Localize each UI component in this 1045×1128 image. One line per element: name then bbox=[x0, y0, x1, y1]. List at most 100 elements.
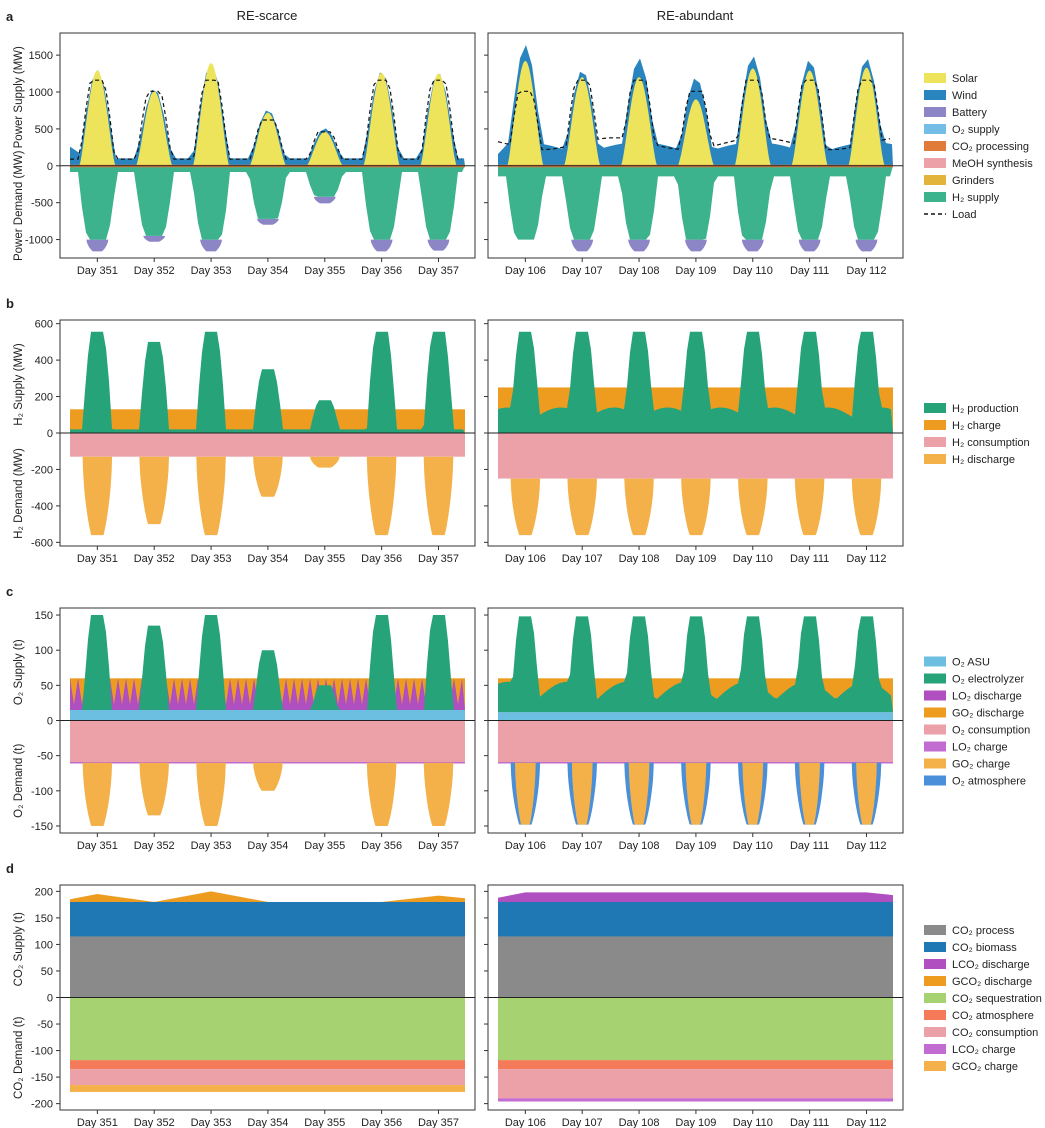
y-tick-label: 100 bbox=[35, 939, 53, 951]
legend-label: Wind bbox=[952, 90, 977, 102]
y-tick-label: -50 bbox=[37, 1019, 53, 1031]
h2-consumption-area bbox=[70, 433, 465, 457]
go2-charge-area bbox=[139, 762, 169, 816]
y-axis-label-demand: CO₂ Demand (t) bbox=[13, 1016, 25, 1099]
x-tick-label: Day 352 bbox=[134, 553, 175, 565]
y-tick-label: -600 bbox=[31, 537, 53, 549]
legend-label: GO₂ charge bbox=[952, 759, 1010, 771]
h2-discharge-area bbox=[253, 456, 283, 497]
x-tick-label: Day 351 bbox=[77, 553, 118, 565]
legend-label: Load bbox=[952, 209, 976, 221]
go2-charge-area bbox=[82, 762, 113, 826]
panel-letter: c bbox=[6, 584, 13, 599]
x-tick-label: Day 111 bbox=[790, 553, 829, 565]
gco2-discharge-area bbox=[70, 891, 465, 902]
battery-demand-area bbox=[628, 239, 650, 252]
x-tick-label: Day 108 bbox=[619, 553, 660, 565]
legend-swatch bbox=[924, 1027, 946, 1037]
panel-c-re-abundant: Day 106 Day 107 Day 108 Day 109 Day 110 Day 1… bbox=[484, 607, 904, 852]
panel-a-re-scarce: -1000 -500 0 500 1000 1500 Day 351 Day 352 Day 3… bbox=[25, 32, 476, 277]
go2-charge-area bbox=[685, 762, 707, 825]
y-tick-label: 1000 bbox=[29, 87, 53, 99]
legend-label: Battery bbox=[952, 107, 987, 119]
x-tick-label: Day 110 bbox=[733, 1117, 773, 1128]
legend-swatch bbox=[924, 976, 946, 986]
panel-a-re-abundant: Day 106 Day 107 Day 108 Day 109 Day 110 Day 1… bbox=[484, 32, 904, 277]
x-tick-label: Day 109 bbox=[675, 840, 716, 852]
go2-charge-area bbox=[856, 762, 877, 825]
load-line bbox=[497, 79, 891, 151]
co2-consumption-area bbox=[498, 1069, 893, 1099]
panel-c-re-scarce: -150 -100 -50 0 50 100 150 Day 351 Day 352 Day 35… bbox=[31, 607, 476, 852]
battery-demand-area bbox=[257, 218, 279, 225]
y-tick-label: 400 bbox=[35, 355, 53, 367]
legend-label: GCO₂ charge bbox=[952, 1061, 1018, 1073]
y-tick-label: 100 bbox=[35, 645, 53, 657]
y-tick-label: -200 bbox=[31, 1099, 53, 1111]
go2-charge-area bbox=[742, 762, 764, 825]
o2-asu-area bbox=[498, 712, 893, 721]
y-axis-label-supply: Power Supply (MW) bbox=[13, 46, 25, 148]
h2-discharge-area bbox=[794, 478, 825, 536]
legend-label: O₂ electrolyzer bbox=[952, 674, 1024, 686]
x-tick-label: Day 354 bbox=[247, 1117, 288, 1128]
h2-supply-area bbox=[70, 165, 465, 240]
x-tick-label: Day 110 bbox=[733, 840, 773, 852]
legend-swatch bbox=[924, 158, 946, 168]
y-axis-label-supply: CO₂ Supply (t) bbox=[13, 912, 25, 986]
y-axis-label-demand: O₂ Demand (t) bbox=[13, 744, 25, 818]
x-tick-label: Day 356 bbox=[361, 840, 402, 852]
co2-biomass-area bbox=[498, 901, 893, 937]
legend-label: LO₂ charge bbox=[952, 742, 1008, 754]
co2-atmosphere-area bbox=[70, 1060, 465, 1070]
panel-d-decor: CO₂ Supply (t) CO₂ Demand (t) d bbox=[6, 861, 25, 1099]
solar-area bbox=[420, 73, 457, 166]
battery-demand-area bbox=[313, 196, 336, 204]
x-tick-label: Day 110 bbox=[733, 553, 773, 565]
co2-consumption-area bbox=[70, 1069, 465, 1086]
x-tick-label: Day 355 bbox=[304, 840, 345, 852]
battery-demand-area bbox=[741, 239, 764, 252]
legend-label: LCO₂ discharge bbox=[952, 959, 1030, 971]
solar-area bbox=[734, 68, 771, 166]
co2-sequestration-area bbox=[498, 997, 893, 1061]
solar-area bbox=[848, 67, 885, 166]
h2-discharge-area bbox=[196, 456, 226, 536]
x-tick-label: Day 352 bbox=[134, 1117, 175, 1128]
gco2-charge-area bbox=[70, 1085, 465, 1092]
legend-label: H₂ consumption bbox=[952, 437, 1030, 449]
battery-demand-area bbox=[427, 239, 450, 251]
legend-swatch bbox=[924, 925, 946, 935]
y-tick-label: -50 bbox=[37, 751, 53, 763]
battery-demand-area bbox=[855, 239, 878, 252]
co2-atmosphere-area bbox=[498, 1060, 893, 1070]
legend-swatch bbox=[924, 942, 946, 952]
x-tick-label: Day 351 bbox=[77, 265, 118, 277]
x-tick-label: Day 111 bbox=[790, 1117, 829, 1128]
legend-label: CO₂ processing bbox=[952, 141, 1029, 153]
y-tick-label: -150 bbox=[31, 821, 53, 833]
x-tick-label: Day 107 bbox=[562, 840, 603, 852]
h2-production-area bbox=[70, 331, 465, 433]
x-tick-label: Day 112 bbox=[846, 1117, 886, 1128]
y-tick-label: 50 bbox=[41, 966, 53, 978]
legend-panel-a: Solar Wind Battery O₂ supply CO₂ processing M… bbox=[924, 73, 1033, 221]
legend-swatch bbox=[924, 73, 946, 83]
panel-b-re-scarce: -600 -400 -200 0 200 400 600 Day 351 Day 352 Day … bbox=[31, 319, 476, 565]
x-tick-label: Day 353 bbox=[191, 553, 232, 565]
co2-sequestration-area bbox=[70, 997, 465, 1061]
h2-discharge-area bbox=[82, 456, 113, 536]
legend-label: GCO₂ discharge bbox=[952, 976, 1032, 988]
y-tick-label: 150 bbox=[35, 610, 53, 622]
y-tick-label: 0 bbox=[47, 993, 53, 1005]
y-tick-label: -100 bbox=[31, 786, 53, 798]
x-tick-label: Day 106 bbox=[505, 553, 546, 565]
o2-consumption-area bbox=[498, 720, 893, 763]
h2-consumption-area bbox=[498, 433, 893, 479]
legend-label: H₂ supply bbox=[952, 192, 1000, 204]
legend-label: Grinders bbox=[952, 175, 995, 187]
y-axis-label-supply: O₂ Supply (t) bbox=[13, 639, 25, 705]
battery-demand-area bbox=[685, 239, 707, 252]
x-tick-label: Day 355 bbox=[304, 553, 345, 565]
